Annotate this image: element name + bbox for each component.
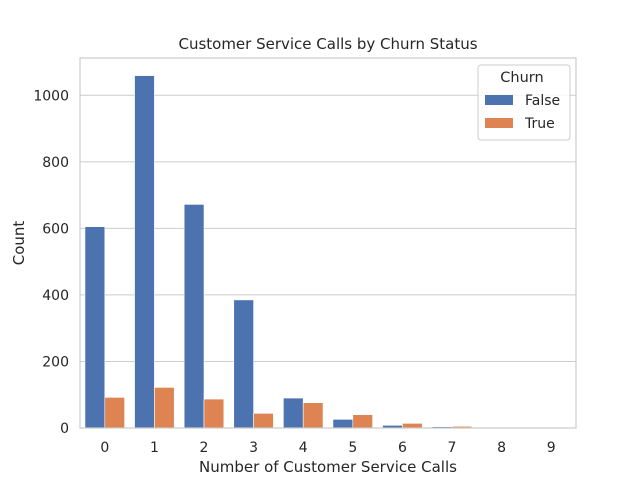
x-tick-label: 5 — [348, 440, 357, 456]
y-tick-label: 200 — [42, 354, 69, 370]
x-tick-label: 9 — [547, 440, 556, 456]
chart-title: Customer Service Calls by Churn Status — [178, 35, 477, 53]
plot-frame — [79, 57, 577, 429]
x-tick-label: 4 — [299, 440, 308, 456]
bar-true-3 — [253, 413, 274, 429]
bar-false-5 — [332, 419, 354, 429]
bar-true-5 — [352, 414, 373, 429]
legend-label-true: True — [524, 116, 555, 132]
y-tick-label: 400 — [42, 288, 69, 304]
legend-title: Churn — [500, 70, 543, 86]
bar-true-6 — [402, 423, 423, 429]
legend-swatch-true — [485, 118, 513, 128]
y-tick-label: 1000 — [33, 88, 69, 104]
x-axis-label: Number of Customer Service Calls — [199, 458, 457, 476]
bar-false-2 — [183, 204, 205, 429]
bar-true-0 — [104, 397, 125, 429]
bar-true-4 — [302, 402, 324, 429]
bars — [84, 75, 572, 429]
legend-swatch-false — [485, 95, 513, 105]
x-tick-labels: 0 1 2 3 4 5 6 7 8 9 — [100, 440, 555, 456]
x-tick-label: 2 — [200, 440, 209, 456]
y-tick-label: 600 — [42, 221, 69, 237]
x-tick-label: 3 — [249, 440, 258, 456]
bar-true-1 — [154, 387, 175, 429]
x-tick-label: 0 — [100, 440, 109, 456]
bar-true-2 — [203, 398, 225, 429]
legend: Churn False True — [477, 64, 571, 141]
x-tick-label: 7 — [448, 440, 457, 456]
y-tick-labels: 0 200 400 600 800 1000 — [33, 88, 69, 437]
bar-false-3 — [233, 299, 254, 429]
legend-entries: False True — [485, 93, 560, 132]
legend-label-false: False — [525, 93, 560, 109]
x-tick-label: 1 — [150, 440, 159, 456]
x-tick-label: 8 — [497, 440, 506, 456]
plot-border — [79, 57, 577, 429]
bar-false-4 — [283, 397, 304, 429]
x-tick-label: 6 — [398, 440, 407, 456]
bar-false-0 — [84, 226, 106, 429]
y-tick-label: 0 — [60, 421, 69, 437]
y-axis-label: Count — [10, 221, 28, 266]
y-tick-label: 800 — [42, 155, 69, 171]
bar-false-1 — [134, 75, 155, 429]
